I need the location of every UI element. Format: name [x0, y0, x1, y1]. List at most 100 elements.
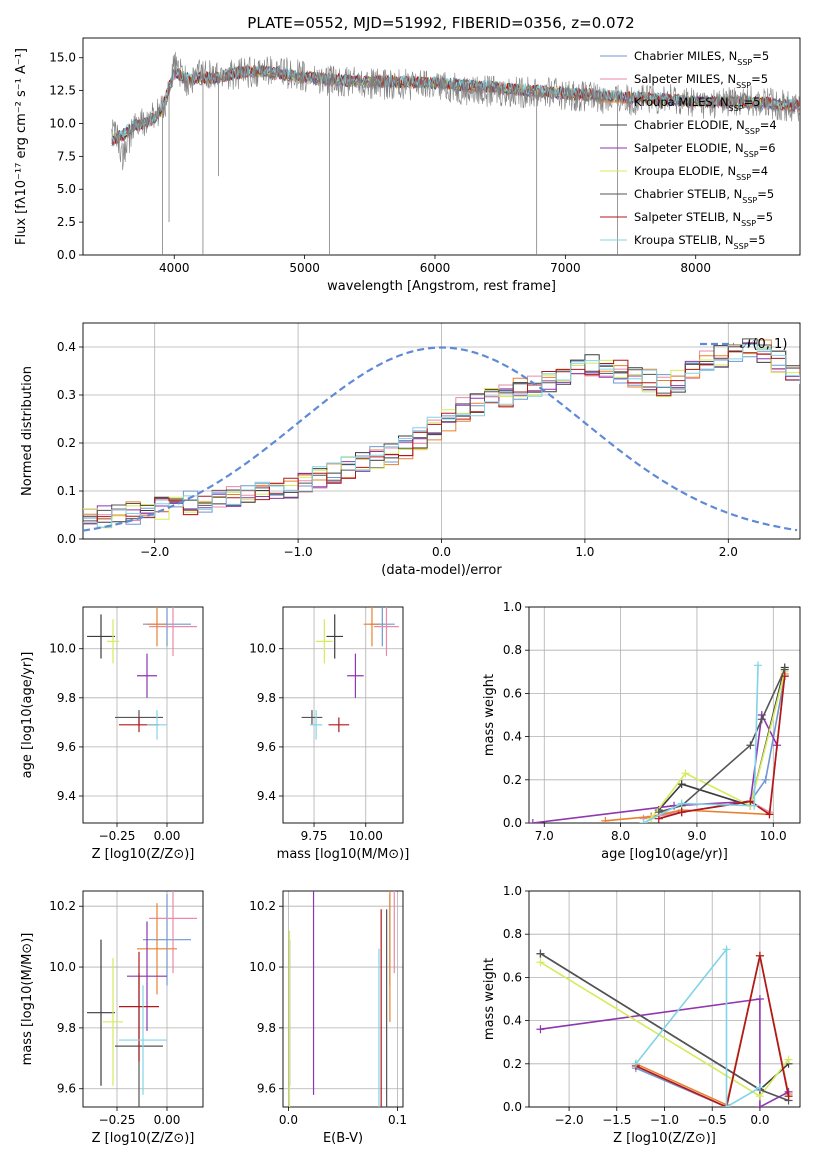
gaussian-curve — [83, 346, 798, 532]
y-tick-label: 10.0 — [49, 960, 76, 974]
y-axis-label: age [log10(age/yr)] — [20, 652, 35, 779]
legend-label: Kroupa STELIB, NSSP=5 — [634, 233, 765, 251]
weight-marker — [677, 808, 686, 817]
x-axis-label: E(B-V) — [323, 1131, 363, 1146]
x-axis-label: Z [log10(Z/Z⊙)] — [92, 847, 195, 862]
x-tick-label: 4000 — [159, 261, 190, 275]
legend-label: Salpeter ELODIE, NSSP=6 — [634, 141, 776, 159]
weight-marker — [765, 810, 774, 819]
weight-line — [643, 665, 759, 823]
x-tick-label: 1.0 — [575, 545, 594, 559]
weight-line — [635, 955, 790, 1107]
x-axis-label: (data-model)/error — [381, 563, 502, 578]
weight-marker — [761, 775, 770, 784]
y-axis-label: mass weight — [482, 674, 497, 756]
weight-marker — [601, 816, 610, 823]
plot-mass-vs-ebv: 0.0 0.1 9.6 9.8 10.0 10.2 E(B-V) — [249, 890, 407, 1146]
axes-frame — [82, 606, 204, 824]
plot-area — [87, 607, 197, 740]
y-tick-label: 15.0 — [49, 51, 76, 65]
x-tick-label: −0.25 — [99, 1113, 136, 1127]
y-tick-label: 10.0 — [49, 642, 76, 656]
x-tick-label: 6000 — [420, 261, 451, 275]
x-tick-label: 7.0 — [535, 829, 554, 843]
legend: Chabrier MILES, NSSP=5 Salpeter MILES, NS… — [600, 49, 777, 251]
weight-marker — [755, 1103, 764, 1107]
histogram-series — [83, 345, 800, 529]
plot-age-vs-mass: 9.75 10.00 9.4 9.6 9.8 10.0 mass [log10(M/M⊙)] — [249, 606, 410, 862]
weight-line — [532, 712, 778, 823]
y-tick-label: 9.8 — [257, 691, 276, 705]
data-line — [111, 51, 800, 171]
x-axis-label: Z [log10(Z/Z⊙)] — [92, 1131, 195, 1146]
y-tick-label: 0.8 — [503, 927, 522, 941]
plot-weight-vs-age: 7.0 8.0 9.0 10.0 0.0 0.2 0.4 0.6 0.8 1.0 age [log1… — [482, 600, 801, 862]
plot-area — [87, 891, 197, 1107]
histogram-series — [83, 338, 800, 522]
x-tick-label: 0.0 — [750, 1113, 769, 1127]
x-tick-label: 0.0 — [432, 545, 451, 559]
plot-mass-vs-Z: −0.25 0.00 9.6 9.8 10.0 10.2 Z [log10(Z/Z⊙)] ma… — [20, 890, 204, 1146]
x-axis-label: mass [log10(M/M⊙)] — [277, 847, 410, 862]
plot-weight-vs-Z: −2.0 −1.5 −1.0 −0.5 0.0 0.0 0.2 0.4 0.6 0.8 1.0 Z [… — [482, 884, 801, 1146]
y-tick-label: 0.8 — [503, 643, 522, 657]
y-tick-label: 0.2 — [503, 1057, 522, 1071]
weight-marker — [757, 715, 766, 724]
weight-marker — [722, 1103, 731, 1107]
plot-residual-hist: −2.0 −1.0 0.0 1.0 2.0 0.0 0.1 0.2 0.3 0.4 (data-mo… — [20, 322, 801, 578]
plot-area — [536, 945, 793, 1107]
histogram-series — [83, 342, 800, 523]
weight-marker — [631, 1059, 640, 1068]
x-tick-label: 2.0 — [719, 545, 738, 559]
x-axis-label: age [log10(age/yr)] — [601, 847, 728, 862]
plot-area — [288, 891, 395, 1107]
weight-marker — [536, 949, 545, 958]
x-tick-label: 9.75 — [301, 829, 328, 843]
weight-marker — [677, 799, 686, 808]
weight-line — [635, 946, 761, 1107]
legend-label: Chabrier ELODIE, NSSP=4 — [634, 118, 777, 136]
y-tick-label: 9.6 — [57, 1082, 76, 1096]
axes-frame — [282, 890, 404, 1108]
y-tick-label: 10.0 — [49, 116, 76, 130]
legend: 𝒩(0, 1) — [700, 337, 787, 352]
legend-label: 𝒩(0, 1) — [740, 337, 787, 352]
y-tick-label: 7.5 — [57, 149, 76, 163]
weight-line — [658, 667, 786, 811]
y-tick-label: 5.0 — [57, 182, 76, 196]
y-tick-label: 9.4 — [57, 789, 76, 803]
y-tick-label: 9.6 — [257, 740, 276, 754]
weight-marker — [536, 1025, 545, 1034]
x-tick-label: 9.0 — [687, 829, 706, 843]
weight-marker — [755, 1083, 764, 1092]
y-tick-label: 9.8 — [257, 1021, 276, 1035]
histogram-series — [83, 350, 800, 525]
y-tick-label: 9.6 — [57, 740, 76, 754]
axes-frame — [282, 606, 404, 824]
weight-marker — [536, 958, 545, 967]
y-tick-label: 10.2 — [249, 899, 276, 913]
x-tick-label: −0.25 — [99, 829, 136, 843]
weight-marker — [681, 769, 690, 778]
figure-title: PLATE=0552, MJD=51992, FIBERID=0356, z=0… — [247, 14, 634, 32]
y-tick-label: 0.4 — [503, 730, 522, 744]
x-tick-label: 8.0 — [611, 829, 630, 843]
x-tick-label: 5000 — [289, 261, 320, 275]
weight-marker — [746, 797, 755, 806]
legend-label: Salpeter MILES, NSSP=5 — [634, 72, 768, 90]
weight-marker — [755, 995, 764, 1003]
histogram-series — [83, 344, 800, 528]
x-tick-label: 7000 — [550, 261, 581, 275]
weight-line — [540, 998, 789, 1107]
weight-marker — [746, 741, 755, 750]
axes-frame — [528, 890, 801, 1108]
weight-line — [650, 671, 786, 820]
plot-area — [83, 338, 800, 532]
y-tick-label: 0.2 — [57, 436, 76, 450]
y-axis-label: Flux [fλ10⁻¹⁷ erg cm⁻² s⁻¹ A⁻¹] — [14, 48, 29, 245]
y-tick-label: 10.2 — [49, 899, 76, 913]
gridlines — [283, 607, 403, 823]
weight-marker — [639, 819, 648, 823]
weight-marker — [722, 945, 731, 954]
y-axis-label: Normed distribution — [20, 366, 35, 496]
